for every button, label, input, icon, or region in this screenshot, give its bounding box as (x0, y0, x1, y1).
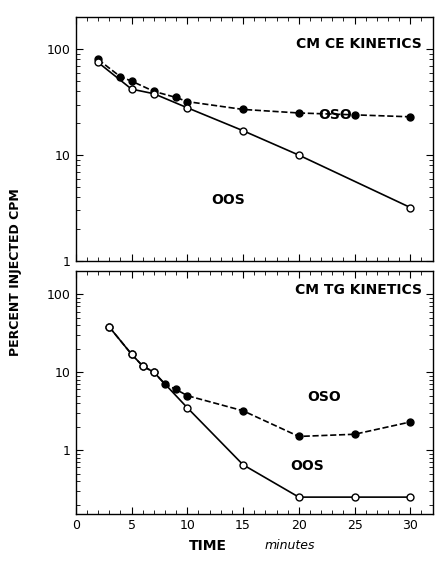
Text: CM CE KINETICS: CM CE KINETICS (296, 37, 422, 51)
Text: OSO: OSO (308, 391, 342, 405)
Text: OSO: OSO (318, 108, 352, 122)
Text: minutes: minutes (264, 539, 315, 552)
Text: OOS: OOS (290, 459, 324, 473)
Text: OOS: OOS (211, 193, 245, 207)
Text: TIME: TIME (189, 539, 227, 553)
Text: PERCENT INJECTED CPM: PERCENT INJECTED CPM (9, 188, 22, 355)
Text: CM TG KINETICS: CM TG KINETICS (295, 283, 422, 297)
